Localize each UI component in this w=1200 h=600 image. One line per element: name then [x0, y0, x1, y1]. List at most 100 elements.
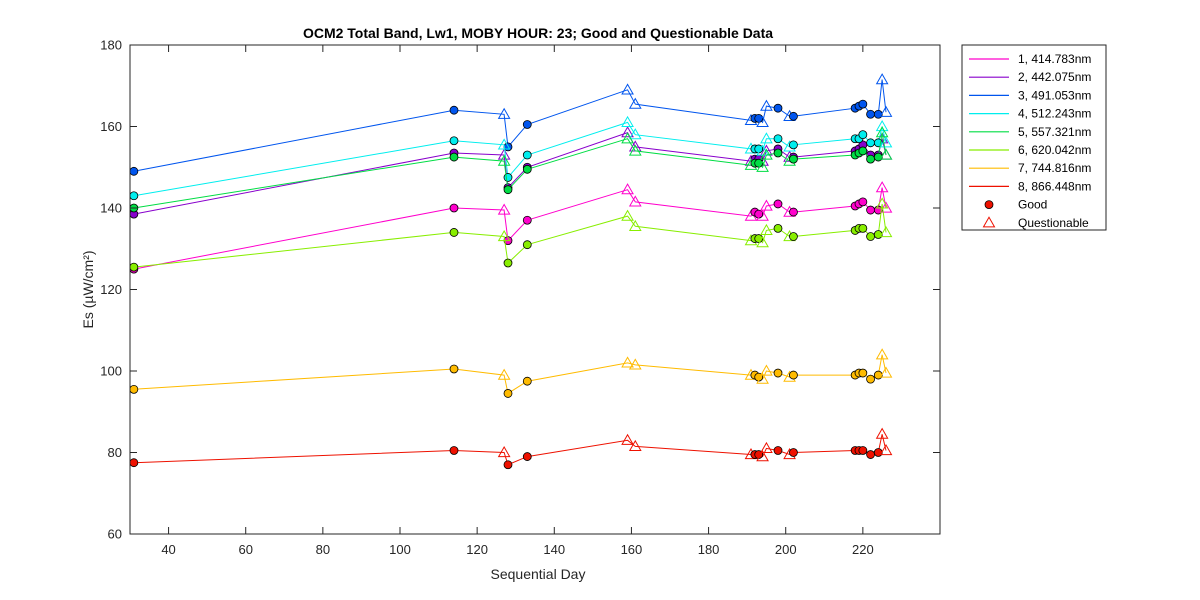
- series-layer: [129, 73, 893, 470]
- questionable-point: [497, 230, 511, 242]
- x-tick-label: 160: [621, 542, 643, 557]
- questionable-point: [497, 203, 511, 215]
- questionable-point: [879, 148, 893, 160]
- good-point: [866, 205, 875, 215]
- questionable-point: [760, 99, 773, 111]
- questionable-point: [621, 356, 634, 368]
- series-group: [129, 115, 893, 201]
- legend-entry-good: Good: [1018, 198, 1047, 212]
- chart-title: OCM2 Total Band, Lw1, MOBY HOUR: 23; Goo…: [303, 25, 773, 41]
- good-point: [858, 130, 868, 140]
- x-tick-label: 140: [543, 542, 565, 557]
- good-point: [522, 215, 532, 225]
- good-point: [449, 152, 459, 162]
- legend-entry: 8, 866.448nm: [1018, 179, 1091, 193]
- good-point: [503, 389, 513, 398]
- questionable-point: [756, 115, 769, 128]
- good-point: [789, 154, 798, 164]
- questionable-point: [760, 364, 773, 376]
- questionable-point: [497, 154, 511, 166]
- questionable-point: [875, 427, 889, 439]
- good-point: [873, 109, 883, 119]
- x-tick-label: 40: [161, 542, 175, 557]
- questionable-point: [875, 73, 889, 85]
- legend: 1, 414.783nm 2, 442.075nm 3, 491.053nm 4, 5…: [961, 44, 1107, 231]
- good-point: [866, 109, 875, 119]
- good-point: [873, 230, 883, 239]
- good-point: [773, 368, 783, 378]
- questionable-point: [760, 148, 773, 160]
- good-point: [789, 448, 798, 457]
- series-line: [133, 79, 887, 172]
- good-point: [129, 384, 139, 394]
- good-point: [449, 446, 459, 455]
- y-tick-label: 100: [100, 364, 122, 379]
- good-point: [503, 173, 513, 182]
- good-point: [773, 199, 783, 209]
- y-tick-label: 140: [100, 201, 122, 216]
- good-point: [129, 191, 139, 201]
- good-point: [129, 458, 139, 468]
- y-tick-label: 80: [108, 445, 122, 460]
- good-point: [773, 446, 783, 455]
- good-point: [866, 232, 875, 241]
- questionable-point: [628, 97, 642, 109]
- questionable-point: [756, 236, 769, 248]
- questionable-point: [875, 348, 889, 360]
- series-group: [129, 427, 893, 470]
- x-tick-label: 60: [238, 542, 252, 557]
- good-point: [866, 154, 875, 164]
- good-point: [522, 164, 532, 174]
- good-point: [522, 150, 532, 160]
- x-tick-label: 100: [389, 542, 411, 557]
- questionable-point: [628, 439, 642, 452]
- questionable-point: [875, 126, 889, 138]
- good-point: [789, 370, 798, 380]
- good-point: [773, 134, 783, 144]
- good-point: [773, 223, 783, 233]
- legend-entry: 7, 744.816nm: [1018, 161, 1091, 175]
- series-line: [133, 203, 887, 268]
- good-point: [503, 185, 513, 195]
- good-point: [503, 460, 513, 470]
- good-point: [522, 240, 532, 250]
- legend-box: [961, 44, 1107, 231]
- legend-entry: 6, 620.042nm: [1018, 143, 1091, 157]
- good-point: [858, 446, 868, 455]
- good-point: [773, 148, 783, 158]
- good-point: [789, 111, 798, 121]
- legend-entry: 3, 491.053nm: [1018, 88, 1091, 102]
- legend-entry: 4, 512.243nm: [1018, 107, 1091, 121]
- questionable-point: [628, 358, 642, 370]
- questionable-point: [879, 201, 893, 213]
- good-point: [503, 258, 513, 268]
- good-point: [866, 374, 875, 384]
- x-tick-label: 80: [316, 542, 330, 557]
- questionable-point: [879, 366, 893, 378]
- good-point: [866, 450, 875, 459]
- legend-items: 1, 414.783nm 2, 442.075nm 3, 491.053nm 4, 5…: [969, 52, 1091, 230]
- questionable-point: [756, 372, 769, 384]
- questionable-point: [756, 450, 769, 462]
- questionable-point: [756, 209, 769, 221]
- y-tick-label: 60: [108, 527, 122, 542]
- questionable-point: [497, 107, 511, 119]
- legend-entry: 2, 442.075nm: [1018, 70, 1091, 84]
- legend-entry: 5, 557.321nm: [1018, 125, 1091, 139]
- series-group: [129, 73, 893, 176]
- y-axis-label: Es (µW/cm²): [80, 250, 96, 328]
- legend-questionable-marker: [982, 216, 996, 228]
- questionable-point: [628, 128, 642, 140]
- questionable-point: [875, 197, 889, 209]
- good-point: [858, 99, 868, 109]
- questionable-point: [760, 441, 773, 454]
- x-tick-label: 220: [852, 542, 874, 557]
- series-group: [129, 126, 893, 213]
- questionable-point: [621, 126, 634, 138]
- tick-layer: 40 60 80 100 120 140 160 180 200 220 60 80 100 120 140…: [100, 38, 940, 557]
- good-point: [858, 368, 868, 378]
- y-tick-label: 120: [100, 282, 122, 297]
- good-point: [858, 223, 868, 233]
- x-tick-label: 180: [698, 542, 720, 557]
